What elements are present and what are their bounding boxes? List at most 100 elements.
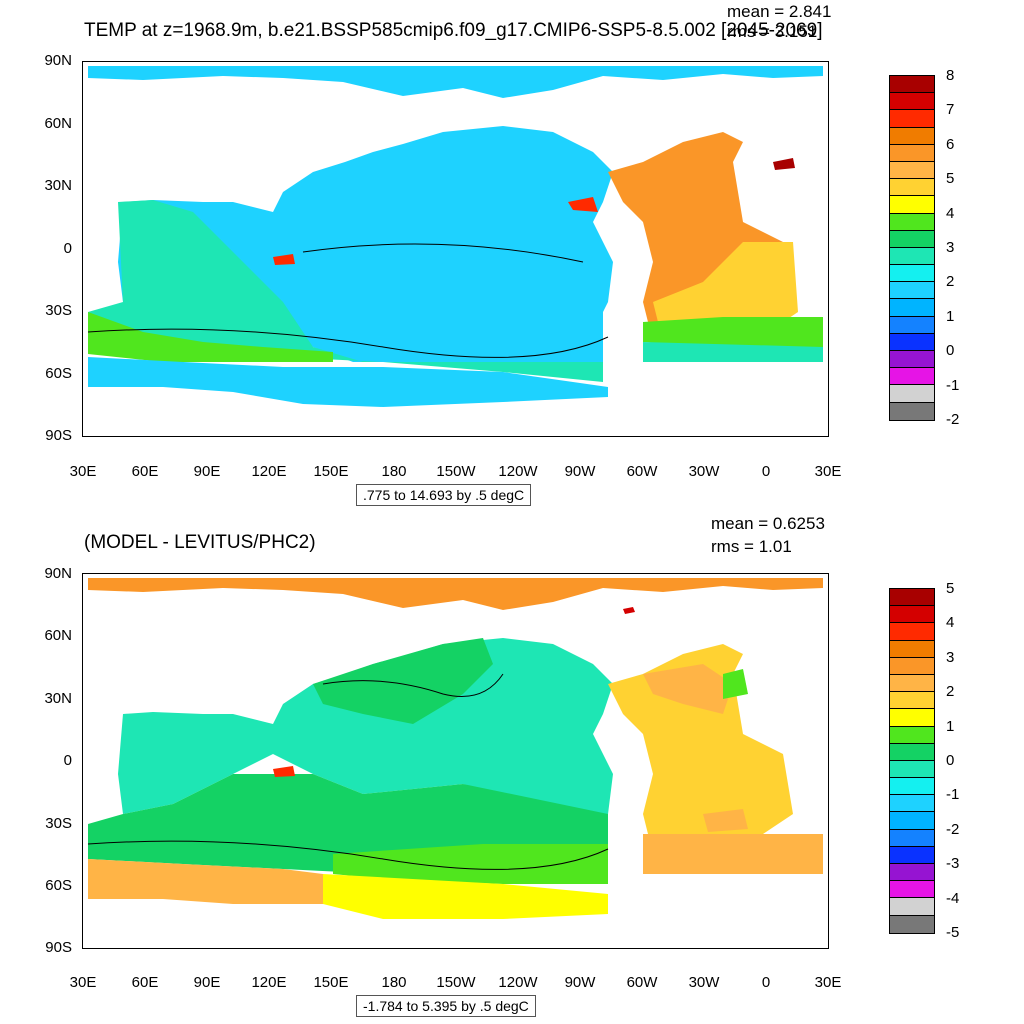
contour-2 <box>302 243 584 263</box>
colorbar-swatch <box>890 657 934 675</box>
south-pacific-lime <box>333 844 608 884</box>
colorbar-label: 3 <box>946 239 955 256</box>
atlantic-green-patch <box>723 669 748 699</box>
red-spot-1 <box>568 197 598 212</box>
p2-lon-120w: 120W <box>498 974 538 991</box>
p1-lon-150w: 150W <box>436 463 476 480</box>
contour-2 <box>322 673 504 697</box>
south-atlantic-band <box>643 834 823 874</box>
colorbar-swatch <box>890 881 934 899</box>
p1-lon-30e-end: 30E <box>814 463 842 480</box>
colorbar-swatch <box>890 692 934 710</box>
p1-lon-180: 180 <box>381 463 407 480</box>
colorbar-swatch <box>890 846 934 864</box>
colorbar-swatch <box>890 760 934 779</box>
colorbar-swatch <box>890 179 934 197</box>
colorbar-swatch <box>890 709 934 727</box>
p2-lon-60w: 60W <box>626 974 658 991</box>
atlantic-orange-patch <box>703 809 748 832</box>
colorbar-label: -3 <box>946 855 960 873</box>
colorbar-swatch <box>890 829 934 847</box>
colorbar-label: -5 <box>946 924 960 941</box>
colorbar-swatch <box>890 76 934 94</box>
p2-lon-60e: 60E <box>131 974 159 991</box>
colorbar-label: 0 <box>946 752 955 769</box>
p2-lat-60s: 60S <box>45 877 72 894</box>
pacific-teal-region <box>118 638 613 824</box>
colorbar-swatch <box>890 299 934 317</box>
colorbar-swatch <box>890 606 934 624</box>
colorbar-swatch <box>890 127 934 145</box>
p2-lon-180: 180 <box>381 974 407 991</box>
colorbar-label: -2 <box>946 820 960 838</box>
colorbar-swatch <box>890 351 934 369</box>
p1-lat-90s: 90S <box>45 427 72 444</box>
southern-yellow <box>323 874 608 919</box>
southern-ocean-region <box>88 357 608 407</box>
red-spot-2 <box>623 607 635 614</box>
p1-lon-60e: 60E <box>131 463 159 480</box>
panel2-contour-info: -1.784 to 5.395 by .5 degC <box>356 995 536 1017</box>
p1-lon-0: 0 <box>761 463 771 480</box>
p2-lon-90e: 90E <box>193 974 221 991</box>
colorbar-label: 4 <box>946 614 955 632</box>
p2-lon-90w: 90W <box>564 974 596 991</box>
colorbar-label: -4 <box>946 889 960 907</box>
p1-lon-30e: 30E <box>69 463 97 480</box>
colorbar-swatch <box>890 213 934 231</box>
p1-lat-90n: 90N <box>44 52 72 69</box>
colorbar-swatch <box>890 333 934 351</box>
colorbar-swatch <box>890 640 934 658</box>
p2-lon-150e: 150E <box>313 974 349 991</box>
southern-band-green <box>88 312 333 362</box>
panel1-colorbar <box>889 75 935 421</box>
p1-lat-30s: 30S <box>45 302 72 319</box>
p1-lat-60n: 60N <box>44 115 72 132</box>
p1-lon-90e: 90E <box>193 463 221 480</box>
p1-lon-120e: 120E <box>251 463 287 480</box>
colorbar-swatch <box>890 385 934 403</box>
panel2-map-field <box>87 578 823 919</box>
p2-lat-0: 0 <box>63 752 72 769</box>
panel2-rms: rms = 1.01 <box>711 537 792 556</box>
colorbar-swatch <box>890 93 934 111</box>
p1-lon-30w: 30W <box>688 463 720 480</box>
atlantic-orange <box>643 664 733 714</box>
colorbar-swatch <box>890 265 934 283</box>
north-pacific-green <box>313 638 493 724</box>
p2-lon-30w: 30W <box>688 974 720 991</box>
p2-lon-120e: 120E <box>251 974 287 991</box>
panel2-mean: mean = 0.6253 <box>711 514 825 533</box>
colorbar-label: 8 <box>946 67 955 84</box>
arctic-region <box>88 578 823 610</box>
colorbar-swatch <box>890 674 934 693</box>
colorbar-swatch <box>890 864 934 882</box>
p2-lat-90n: 90N <box>44 565 72 582</box>
colorbar-swatch <box>890 368 934 386</box>
p2-lat-90s: 90S <box>45 939 72 956</box>
colorbar-swatch <box>890 915 934 933</box>
colorbar-label: 5 <box>946 170 955 188</box>
p1-lon-90w: 90W <box>564 463 596 480</box>
panel2-colorbar <box>889 588 935 934</box>
arctic-region <box>88 66 823 98</box>
red-spot-2 <box>273 254 295 265</box>
colorbar-swatch <box>890 623 934 641</box>
colorbar-label: 0 <box>946 342 955 360</box>
colorbar-swatch <box>890 316 934 334</box>
panel1-map-field <box>87 66 823 407</box>
p2-lat-60n: 60N <box>44 627 72 644</box>
colorbar-swatch <box>890 778 934 796</box>
atlantic-green <box>643 317 823 347</box>
colorbar-label: 2 <box>946 273 955 291</box>
colorbar-swatch <box>890 898 934 916</box>
p2-lon-150w: 150W <box>436 974 476 991</box>
p2-lat-30n: 30N <box>44 690 72 707</box>
p1-lon-150e: 150E <box>313 463 349 480</box>
colorbar-label: -1 <box>946 786 960 804</box>
panel1-mean: mean = 2.841 <box>727 2 832 21</box>
p1-lon-60w: 60W <box>626 463 658 480</box>
panel1-rms: rms = 3.151 <box>727 22 818 41</box>
p1-lat-60s: 60S <box>45 365 72 382</box>
atlantic-teal <box>643 342 823 362</box>
